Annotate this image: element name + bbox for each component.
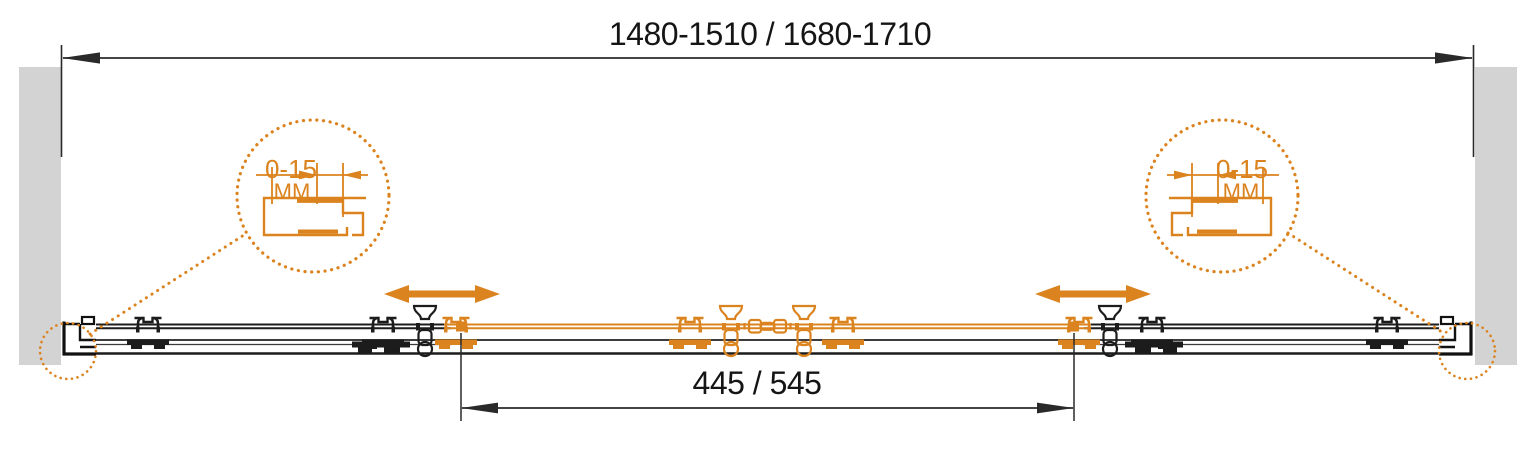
right-detail-callout [1144, 118, 1300, 274]
top-dimension-label: 1480-1510 / 1680-1710 [609, 16, 931, 52]
left-callout-range-label: 0-15 [265, 154, 317, 184]
bottom-dimension-arrow-left [461, 402, 498, 414]
right-callout-leader-line [1286, 231, 1447, 336]
sliding-doors-glass [444, 323, 1091, 330]
top-dimension-arrow-left [62, 52, 100, 64]
center-connector [743, 318, 792, 334]
left-detail-callout [235, 118, 391, 274]
bottom-dimension: 445 / 545 [460, 333, 1075, 421]
track-rails [96, 339, 1439, 355]
top-dimension-arrow-right [1435, 52, 1473, 64]
right-callout-range-label: 0-15 [1216, 154, 1268, 184]
roller-door-left-inner [667, 316, 713, 351]
handle-knob-fixed-right [1097, 304, 1123, 358]
handle-knob-door-left [718, 304, 744, 358]
slide-arrow-left [384, 285, 500, 303]
top-dimension-extension-lines [60, 45, 1475, 157]
right-callout-unit-label: MM [1223, 179, 1260, 204]
fixed-panel-left [96, 323, 451, 330]
roller-fixed-left-inner [360, 316, 406, 351]
roller-fixed-right-outer [1364, 316, 1410, 351]
left-anchor-circle [38, 321, 98, 381]
right-anchor-circle [1437, 321, 1497, 381]
roller-fixed-left-outer [125, 316, 171, 351]
handle-knob-fixed-left [412, 304, 438, 358]
left-wall [19, 67, 61, 365]
handle-knob-door-right [791, 304, 817, 358]
roller-clamp-block-left [456, 321, 465, 332]
bottom-dimension-arrow-right [1037, 402, 1074, 414]
left-callout-leader-line [88, 231, 249, 336]
top-dimension: 1480-1510 / 1680-1710 [60, 16, 1475, 157]
bottom-dimension-extension-lines [460, 333, 1075, 421]
roller-clamp-block-right [1070, 321, 1079, 332]
left-callout-unit-label: MM [274, 179, 311, 204]
fixed-panel-right [1084, 323, 1439, 330]
roller-fixed-right-inner [1129, 316, 1175, 351]
right-wall [1475, 67, 1517, 365]
bottom-dimension-label: 445 / 545 [693, 365, 822, 401]
slide-arrow-right [1035, 285, 1151, 303]
roller-door-right-inner [820, 316, 866, 351]
